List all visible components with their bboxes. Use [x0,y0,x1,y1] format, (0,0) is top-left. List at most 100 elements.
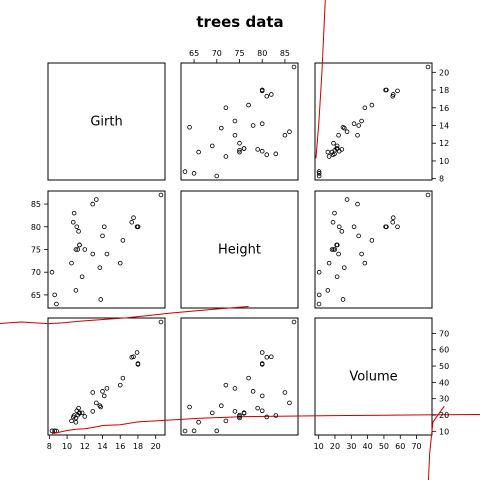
data-point-girth-vs-volume [355,132,360,138]
data-point-girth-vs-height [250,123,256,128]
data-point-volume-vs-height [214,428,220,434]
data-point-height-vs-girth [131,215,136,221]
data-point-height-vs-girth [73,247,79,252]
data-point-girth-vs-volume [316,169,322,174]
y-tick-label-girth: 10 [439,157,449,166]
data-point-volume-vs-girth [100,389,105,394]
panel-frame-girth-volume [314,62,433,181]
panel-frame-volume-girth [47,317,166,436]
chart-title: trees data [196,13,283,31]
data-point-height-vs-girth [73,288,79,293]
y-tick-label-volume: 10 [439,427,449,436]
data-point-volume-vs-girth [79,410,85,416]
data-point-height-vs-volume [351,224,357,230]
y-tick-label-girth: 16 [439,104,449,113]
data-point-height-vs-girth [90,201,96,207]
data-point-height-vs-girth [77,242,82,248]
data-point-volume-vs-girth [158,319,164,325]
x-tick-label-height: 80 [257,49,267,58]
x-tick-label-height: 85 [280,49,290,58]
y-tick-label-height: 85 [31,200,41,209]
panel-frame-girth-height [180,62,299,181]
data-point-volume-vs-girth [117,382,123,388]
data-point-girth-vs-height [237,148,242,153]
x-tick-label-volume: 30 [346,442,356,451]
data-point-volume-vs-girth [82,414,88,419]
variable-label-height: Height [218,243,261,258]
data-point-height-vs-volume [332,247,338,252]
data-point-volume-vs-height [250,389,256,394]
data-point-volume-vs-girth [69,418,74,424]
x-tick-label-girth: 18 [133,442,143,451]
data-point-volume-vs-height [223,382,229,388]
y-tick-label-height: 80 [31,223,41,232]
data-point-height-vs-girth [69,260,74,266]
variable-label-volume: Volume [349,370,397,385]
data-point-girth-vs-height [259,148,265,154]
data-point-height-vs-girth [135,224,141,230]
x-tick-label-volume: 20 [330,442,340,451]
x-tick-label-height: 65 [189,49,199,58]
data-point-girth-vs-height [268,92,274,97]
x-tick-label-volume: 10 [314,442,324,451]
data-point-height-vs-volume [325,288,331,293]
data-point-height-vs-girth [75,247,80,252]
data-point-height-vs-girth [101,224,107,230]
data-point-girth-vs-height [237,140,242,146]
data-point-volume-vs-height [259,393,265,399]
data-point-volume-vs-height [191,428,197,434]
x-tick-label-girth: 10 [62,442,72,451]
data-point-volume-vs-height [259,362,265,367]
data-point-girth-vs-volume [334,146,340,151]
data-point-height-vs-girth [49,269,55,275]
data-point-height-vs-girth [117,260,123,266]
data-point-height-vs-girth [100,233,105,239]
data-point-height-vs-girth [90,251,96,257]
data-point-height-vs-volume [395,224,400,230]
data-point-volume-vs-height [237,412,242,418]
x-tick-label-volume: 50 [379,442,389,451]
data-point-height-vs-girth [79,274,85,280]
data-point-girth-vs-height [264,93,270,99]
data-point-volume-vs-height [259,350,265,355]
data-point-height-vs-girth [70,219,76,225]
x-tick-label-height: 70 [212,49,222,58]
data-point-volume-vs-girth [135,362,141,367]
data-point-height-vs-volume [362,260,368,266]
y-tick-label-volume: 70 [439,329,449,338]
data-point-height-vs-volume [316,301,322,307]
data-point-volume-vs-girth [77,410,82,416]
panel-frame-height-height [180,190,299,309]
data-point-girth-vs-volume [356,123,361,128]
data-point-girth-vs-volume [390,92,396,97]
data-point-volume-vs-height [255,405,260,411]
data-point-height-vs-volume [341,265,347,270]
data-point-height-vs-volume [355,201,360,207]
data-point-height-vs-volume [339,229,345,234]
data-point-volume-vs-girth [73,419,79,425]
data-point-girth-vs-height [237,149,242,155]
panel-frame-volume-height [180,317,299,436]
data-point-girth-vs-height [246,102,251,108]
data-point-girth-vs-volume [331,140,336,146]
data-point-girth-vs-height [255,147,260,152]
data-point-height-vs-girth [98,297,104,302]
data-point-volume-vs-girth [120,375,126,381]
data-point-girth-vs-height [187,124,192,130]
data-point-height-vs-girth [54,301,59,307]
data-point-height-vs-volume [331,247,336,252]
data-point-height-vs-girth [129,219,135,225]
data-point-girth-vs-volume [340,124,346,130]
data-point-height-vs-volume [329,247,335,252]
y-tick-label-girth: 12 [439,139,449,148]
data-point-height-vs-volume [334,274,340,280]
data-point-height-vs-girth [120,238,126,243]
data-point-volume-vs-height [219,403,224,409]
y-tick-label-volume: 40 [439,378,449,387]
data-point-height-vs-girth [94,197,99,202]
data-point-volume-vs-height [182,428,188,434]
data-point-volume-vs-height [232,386,238,391]
data-point-girth-vs-height [214,173,220,179]
data-point-volume-vs-girth [104,386,110,391]
data-point-volume-vs-girth [49,428,55,434]
